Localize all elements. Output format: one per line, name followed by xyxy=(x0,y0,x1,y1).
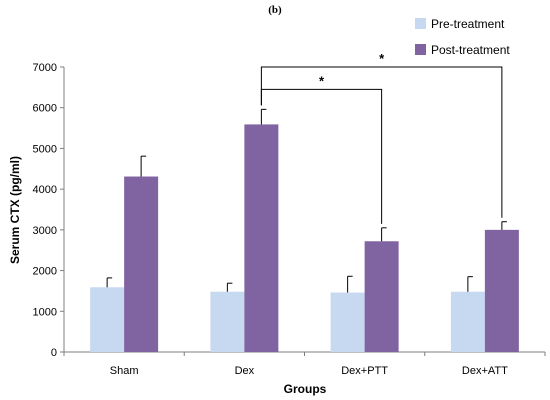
significance-label: * xyxy=(379,51,385,66)
significance-bracket xyxy=(260,66,503,218)
legend-swatch-pre xyxy=(415,18,426,29)
y-tick-label: 3000 xyxy=(33,225,57,237)
y-tick-label: 5000 xyxy=(33,143,57,155)
significance-bracket xyxy=(260,88,383,224)
bar-pre xyxy=(330,292,365,352)
bar-post xyxy=(124,176,159,352)
legend-swatch-post xyxy=(415,44,426,55)
bar-post xyxy=(484,229,519,352)
legend-label: Pre-treatment xyxy=(431,17,505,31)
x-tick-label: Dex xyxy=(235,365,255,377)
y-axis-title: Serum CTX (pg/ml) xyxy=(8,156,22,264)
x-tick-label: Dex+PTT xyxy=(341,365,388,377)
bar-post xyxy=(244,124,279,353)
bar-post xyxy=(364,241,399,352)
y-tick-label: 6000 xyxy=(33,103,57,115)
x-tick-label: Dex+ATT xyxy=(462,365,508,377)
panel-label: (b) xyxy=(268,4,282,16)
x-axis-title: Groups xyxy=(284,382,327,396)
y-tick-label: 7000 xyxy=(33,62,57,74)
y-tick-label: 2000 xyxy=(33,266,57,278)
y-tick-label: 0 xyxy=(51,347,57,359)
bar-pre xyxy=(90,287,125,352)
bar-pre xyxy=(210,291,245,352)
y-tick-label: 4000 xyxy=(33,184,57,196)
significance-label: * xyxy=(319,73,325,88)
plot-area: 0 1000 2000 3000 4000 5000 6000 7000 Sham Dex Dex+… xyxy=(33,51,546,377)
legend: Pre-treatment Post-treatment xyxy=(415,17,510,57)
x-tick-label: Sham xyxy=(110,365,139,377)
legend-label: Post-treatment xyxy=(431,43,510,57)
bar-pre xyxy=(450,291,485,352)
y-tick-label: 1000 xyxy=(33,306,57,318)
